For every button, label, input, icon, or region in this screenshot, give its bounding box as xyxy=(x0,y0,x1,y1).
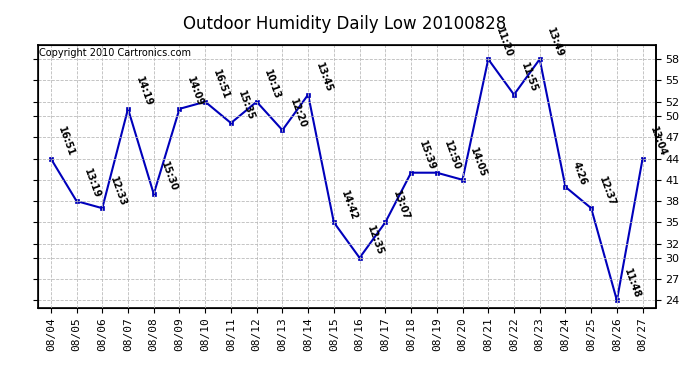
Text: 13:04: 13:04 xyxy=(648,125,668,158)
Text: 15:39: 15:39 xyxy=(417,140,437,172)
Text: 13:19: 13:19 xyxy=(82,168,102,200)
Text: 16:51: 16:51 xyxy=(210,68,230,101)
Text: 11:20: 11:20 xyxy=(494,26,514,58)
Text: 13:49: 13:49 xyxy=(545,26,565,58)
Text: Outdoor Humidity Daily Low 20100828: Outdoor Humidity Daily Low 20100828 xyxy=(184,15,506,33)
Text: 12:33: 12:33 xyxy=(108,175,128,207)
Text: 15:35: 15:35 xyxy=(237,90,257,122)
Text: 14:19: 14:19 xyxy=(134,75,154,108)
Text: 15:30: 15:30 xyxy=(159,160,179,193)
Text: 12:35: 12:35 xyxy=(365,225,385,257)
Text: 13:07: 13:07 xyxy=(391,189,411,222)
Text: 12:20: 12:20 xyxy=(288,97,308,129)
Text: 12:37: 12:37 xyxy=(597,175,617,207)
Text: 13:45: 13:45 xyxy=(314,62,334,94)
Text: Copyright 2010 Cartronics.com: Copyright 2010 Cartronics.com xyxy=(39,48,191,58)
Text: 12:50: 12:50 xyxy=(442,140,462,172)
Text: 16:51: 16:51 xyxy=(57,125,77,158)
Text: 11:48: 11:48 xyxy=(622,267,642,300)
Text: 10:13: 10:13 xyxy=(262,68,282,101)
Text: 4:26: 4:26 xyxy=(571,160,589,186)
Text: 14:05: 14:05 xyxy=(468,147,488,179)
Text: 14:42: 14:42 xyxy=(339,189,359,222)
Text: 14:09: 14:09 xyxy=(185,75,205,108)
Text: 11:55: 11:55 xyxy=(520,62,540,94)
